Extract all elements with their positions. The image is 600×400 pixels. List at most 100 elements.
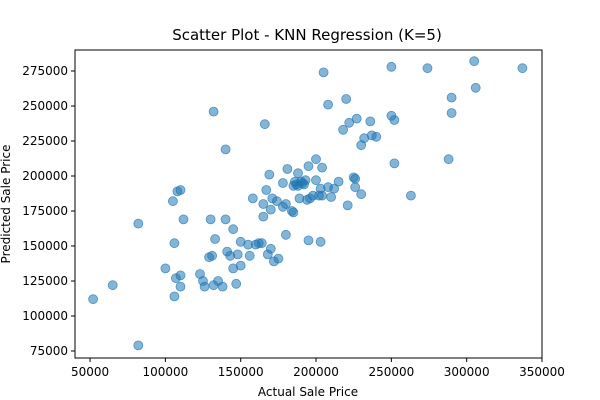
data-point <box>317 190 328 201</box>
data-point <box>280 229 291 240</box>
data-point <box>350 182 361 193</box>
data-point <box>265 243 276 254</box>
data-point <box>199 281 210 292</box>
data-point <box>265 204 276 215</box>
data-point <box>235 260 246 271</box>
data-point <box>446 92 457 103</box>
data-point <box>282 164 293 174</box>
data-point <box>371 131 382 142</box>
data-point <box>311 154 321 165</box>
data-point <box>133 340 144 351</box>
data-point <box>277 178 288 188</box>
points-layer <box>88 56 528 351</box>
y-tick-label: 100000 <box>22 309 68 323</box>
data-point <box>217 281 228 292</box>
data-point <box>169 238 180 249</box>
y-axis-label: Predicted Sale Price <box>0 145 13 264</box>
data-point <box>470 82 481 93</box>
data-point <box>169 291 180 302</box>
y-tick-label: 75000 <box>30 344 68 358</box>
data-point <box>333 176 344 187</box>
data-point <box>259 119 270 130</box>
x-axis: 50000 100000 150000 200000 250000 300000 35000… <box>71 358 565 379</box>
data-point <box>228 224 239 235</box>
data-point <box>207 250 218 261</box>
data-point <box>175 281 186 292</box>
chart-title: Scatter Plot - KNN Regression (K=5) <box>172 26 442 44</box>
data-point <box>247 193 258 204</box>
data-point <box>315 236 326 247</box>
data-point <box>311 175 321 186</box>
y-axis: 75000 100000 125000 150000 175000 200000 22500… <box>22 64 75 358</box>
data-point <box>178 214 189 225</box>
data-point <box>351 113 362 124</box>
data-point <box>258 211 269 222</box>
data-point <box>300 175 311 186</box>
data-point <box>318 67 329 78</box>
data-point <box>175 185 186 195</box>
data-point <box>210 234 221 244</box>
data-point <box>107 280 118 291</box>
data-point <box>405 190 416 201</box>
data-point <box>231 278 242 289</box>
x-tick-label: 350000 <box>519 365 565 379</box>
data-point <box>88 294 98 305</box>
data-point <box>244 250 255 261</box>
data-point <box>175 270 186 281</box>
data-point <box>264 169 275 180</box>
x-tick-label: 200000 <box>293 365 339 379</box>
y-tick-label: 150000 <box>22 239 68 253</box>
data-point <box>133 218 144 229</box>
data-point <box>326 192 337 202</box>
data-point <box>273 253 284 264</box>
x-axis-label: Actual Sale Price <box>258 385 358 399</box>
data-point <box>208 106 219 117</box>
data-point <box>350 173 361 184</box>
x-tick-label: 50000 <box>71 365 109 379</box>
y-tick-label: 225000 <box>22 134 68 148</box>
data-point <box>220 214 231 225</box>
data-point <box>205 214 216 225</box>
data-point <box>323 99 334 110</box>
data-point <box>365 116 376 127</box>
y-tick-label: 250000 <box>22 99 68 113</box>
y-tick-label: 175000 <box>22 204 68 218</box>
x-tick-label: 150000 <box>218 365 264 379</box>
data-point <box>389 158 400 169</box>
data-point <box>220 144 231 155</box>
data-point <box>288 207 299 218</box>
data-point <box>517 63 528 74</box>
data-point <box>258 199 269 209</box>
data-point <box>303 161 314 172</box>
data-point <box>271 196 282 207</box>
data-point <box>443 154 454 165</box>
data-point <box>341 94 352 104</box>
data-point <box>422 63 433 74</box>
data-point <box>446 108 457 118</box>
data-point <box>389 115 400 125</box>
data-point <box>469 56 480 67</box>
y-tick-label: 200000 <box>22 169 68 183</box>
x-tick-label: 250000 <box>368 365 414 379</box>
data-point <box>261 185 272 195</box>
data-point <box>329 183 340 194</box>
data-point <box>167 196 178 207</box>
plot-frame <box>74 49 543 359</box>
data-point <box>160 263 171 274</box>
y-tick-label: 275000 <box>22 64 68 78</box>
x-tick-label: 300000 <box>444 365 490 379</box>
data-point <box>280 199 291 209</box>
data-point <box>317 162 328 173</box>
data-point <box>293 168 303 179</box>
data-point <box>344 117 355 128</box>
data-point <box>303 235 314 246</box>
data-point <box>386 61 397 72</box>
data-point <box>256 238 267 249</box>
data-point <box>342 200 353 211</box>
data-point <box>338 124 349 135</box>
x-tick-label: 100000 <box>142 365 188 379</box>
data-point <box>356 189 367 200</box>
y-tick-label: 125000 <box>22 274 68 288</box>
data-point <box>232 249 243 260</box>
